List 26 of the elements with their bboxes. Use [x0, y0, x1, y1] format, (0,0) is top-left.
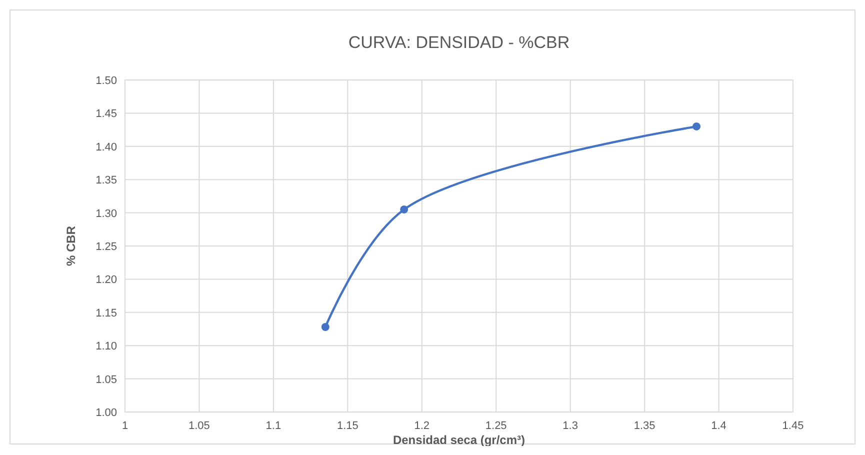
y-tick-label: 1.35 [96, 174, 117, 187]
y-tick-label: 1.30 [96, 208, 117, 220]
x-tick-label: 1.4 [711, 420, 726, 432]
y-tick-label: 1.10 [96, 340, 117, 353]
y-tick-label: 1.50 [96, 75, 117, 87]
chart-title: CURVA: DENSIDAD - %CBR [348, 33, 570, 52]
y-tick-label: 1.15 [96, 307, 117, 320]
y-axis-title: % CBR [64, 226, 78, 266]
y-tick-label: 1.25 [96, 241, 117, 253]
y-tick-label: 1.45 [96, 108, 117, 120]
point [321, 323, 330, 331]
x-tick-label: 1.25 [485, 420, 507, 432]
x-tick-label: 1.1 [266, 420, 282, 432]
y-tick-label: 1.20 [96, 274, 117, 286]
x-tick-label: 1.35 [634, 420, 656, 432]
x-tick-label: 1.45 [782, 420, 804, 432]
x-tick-label: 1.15 [336, 420, 358, 432]
y-tick-label: 1.05 [96, 374, 117, 386]
x-tick-label: 1.3 [562, 420, 578, 432]
x-tick-label: 1 [122, 420, 128, 432]
point [400, 206, 408, 214]
x-tick-label: 1.2 [414, 420, 430, 432]
x-tick-label: 1.05 [188, 420, 210, 432]
y-tick-label: 1.00 [96, 407, 117, 419]
point [692, 122, 700, 130]
y-tick-label: 1.40 [96, 141, 117, 154]
